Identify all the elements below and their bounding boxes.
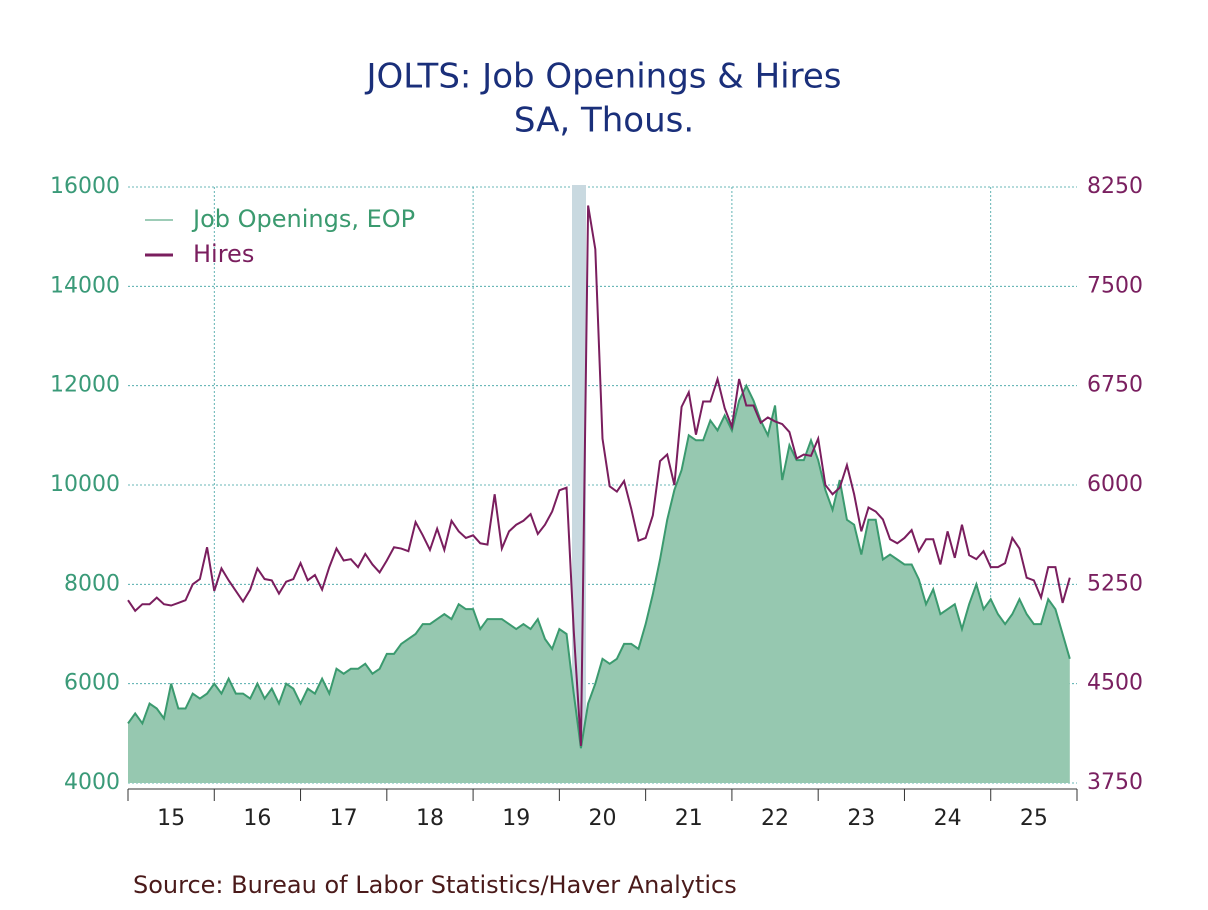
x-tick-label: 17 (330, 806, 358, 831)
y2-tick-label: 7500 (1087, 273, 1143, 298)
y-tick-label: 14000 (50, 273, 120, 298)
y-tick-label: 8000 (64, 571, 120, 596)
line (127, 205, 1071, 746)
x-tick-label: 15 (157, 806, 185, 831)
source-note: Source: Bureau of Labor Statistics/Haver… (133, 871, 737, 899)
x-tick-label: 20 (589, 806, 617, 831)
legend-label: Job Openings, EOP (191, 205, 415, 233)
area-outline (127, 383, 1071, 749)
x-tick-label: 25 (1020, 806, 1048, 831)
x-tick-label: 23 (847, 806, 875, 831)
y2-tick-label: 6000 (1087, 472, 1143, 497)
y-tick-label: 10000 (50, 472, 120, 497)
x-tick-label: 19 (502, 806, 530, 831)
y2-tick-label: 5250 (1087, 571, 1143, 596)
chart-title: JOLTS: Job Openings & Hires (365, 57, 842, 97)
legend-label: Hires (193, 240, 254, 268)
x-tick-label: 22 (761, 806, 789, 831)
x-tick-label: 24 (934, 806, 962, 831)
y-tick-label: 16000 (50, 174, 120, 199)
x-tick-label: 18 (416, 806, 444, 831)
y2-tick-label: 4500 (1087, 671, 1143, 696)
y2-tick-label: 8250 (1087, 174, 1143, 199)
x-tick-label: 16 (243, 806, 271, 831)
y-tick-label: 12000 (50, 373, 120, 398)
chart-subtitle: SA, Thous. (514, 101, 694, 141)
y2-tick-label: 6750 (1087, 373, 1143, 398)
y-tick-label: 4000 (64, 770, 120, 795)
x-tick-label: 21 (675, 806, 703, 831)
area (128, 385, 1070, 783)
y2-tick-label: 3750 (1087, 770, 1143, 795)
y-tick-label: 6000 (64, 671, 120, 696)
